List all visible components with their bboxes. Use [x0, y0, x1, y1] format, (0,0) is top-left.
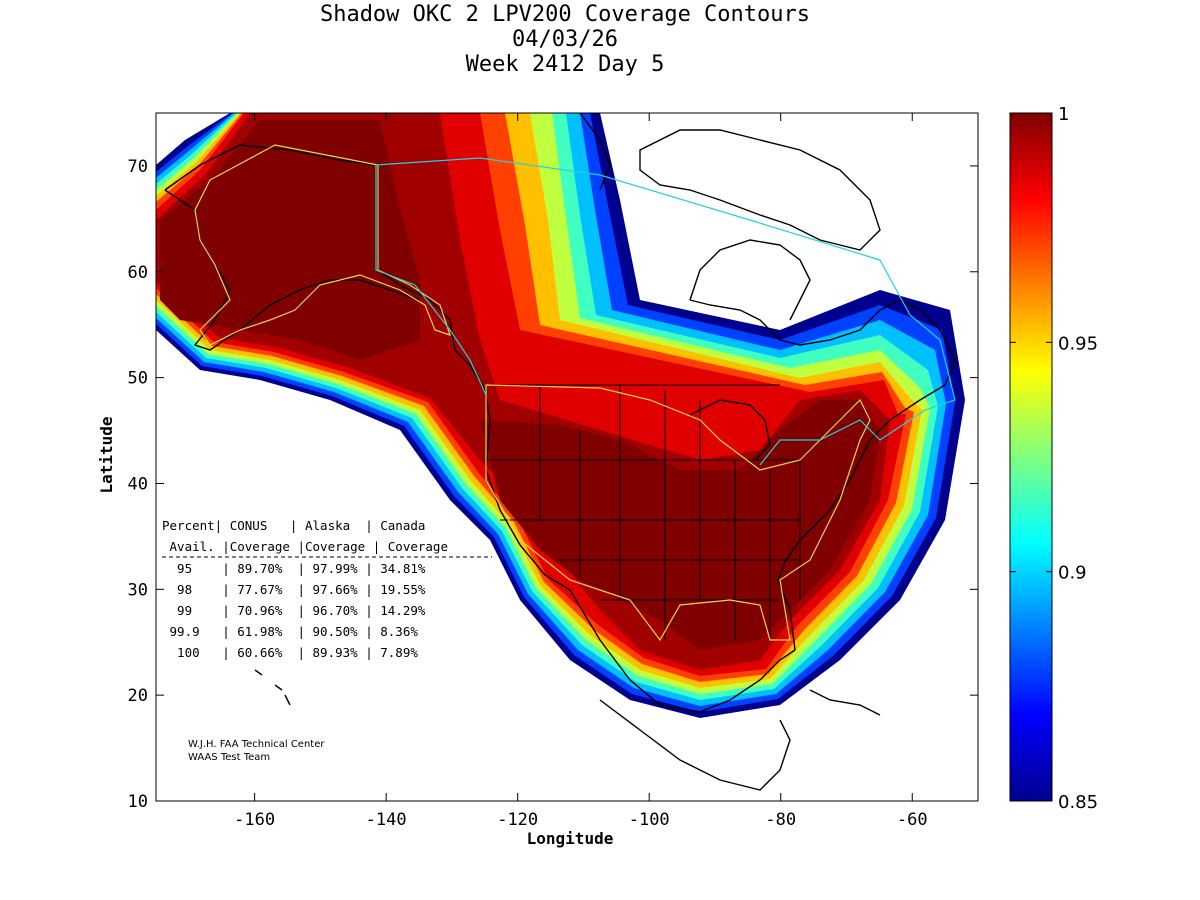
y-tick-label: 10	[128, 792, 148, 812]
coverage-table: Percent| CONUS | Alaska | Canada Avail. …	[162, 518, 492, 660]
colorbar	[1009, 112, 1053, 802]
chart-date: 04/03/26	[512, 27, 618, 52]
x-tick-label: -140	[366, 810, 407, 830]
y-axis-label: Latitude	[97, 416, 116, 493]
x-tick-label: -160	[234, 810, 275, 830]
colorbar-tick-label: 0.85	[1058, 792, 1098, 813]
tick-marks	[156, 113, 978, 802]
coverage-contours	[156, 113, 965, 718]
table-row: 98 | 77.67% | 97.66% | 19.55%	[162, 582, 426, 597]
y-tick-label: 20	[128, 686, 148, 706]
credit-line-2: WAAS Test Team	[188, 752, 270, 763]
x-tick-label: -80	[765, 810, 796, 830]
table-header-row-2: Avail. |Coverage |Coverage | Coverage	[162, 539, 448, 554]
x-tick-label: -60	[897, 810, 928, 830]
colorbar-tick-label: 0.9	[1058, 563, 1087, 584]
y-tick-label: 60	[128, 263, 148, 283]
colorbar-tick-label: 0.95	[1058, 333, 1098, 354]
y-tick-label: 50	[128, 369, 148, 389]
x-tick-label: -100	[629, 810, 670, 830]
plot-frame	[155, 112, 979, 802]
y-tick-label: 30	[128, 580, 148, 600]
colorbar-ticks: 1 0.95 0.9 0.85	[1010, 104, 1098, 813]
table-row: 95 | 89.70% | 97.99% | 34.81%	[162, 561, 426, 576]
table-row: 100 | 60.66% | 89.93% | 7.89%	[162, 645, 418, 660]
colorbar-tick-label: 1	[1058, 104, 1069, 125]
y-tick-labels: 70 60 50 40 30 20 10	[128, 157, 148, 812]
table-row: 99 | 70.96% | 96.70% | 14.29%	[162, 603, 426, 618]
credit-line-1: W.J.H. FAA Technical Center	[188, 739, 325, 750]
region-boundaries	[194, 144, 956, 642]
table-row: 99.9 | 61.98% | 90.50% | 8.36%	[162, 624, 418, 639]
x-tick-label: -120	[497, 810, 538, 830]
x-tick-labels: -160 -140 -120 -100 -80 -60	[234, 810, 927, 830]
table-header-row-1: Percent| CONUS | Alaska | Canada	[162, 518, 425, 533]
state-boundaries	[486, 384, 801, 640]
y-tick-label: 70	[128, 157, 148, 177]
chart-week-day: Week 2412 Day 5	[465, 52, 665, 77]
y-tick-label: 40	[128, 474, 148, 494]
chart-title: Shadow OKC 2 LPV200 Coverage Contours	[319, 2, 811, 27]
x-axis-label: Longitude	[527, 829, 614, 848]
